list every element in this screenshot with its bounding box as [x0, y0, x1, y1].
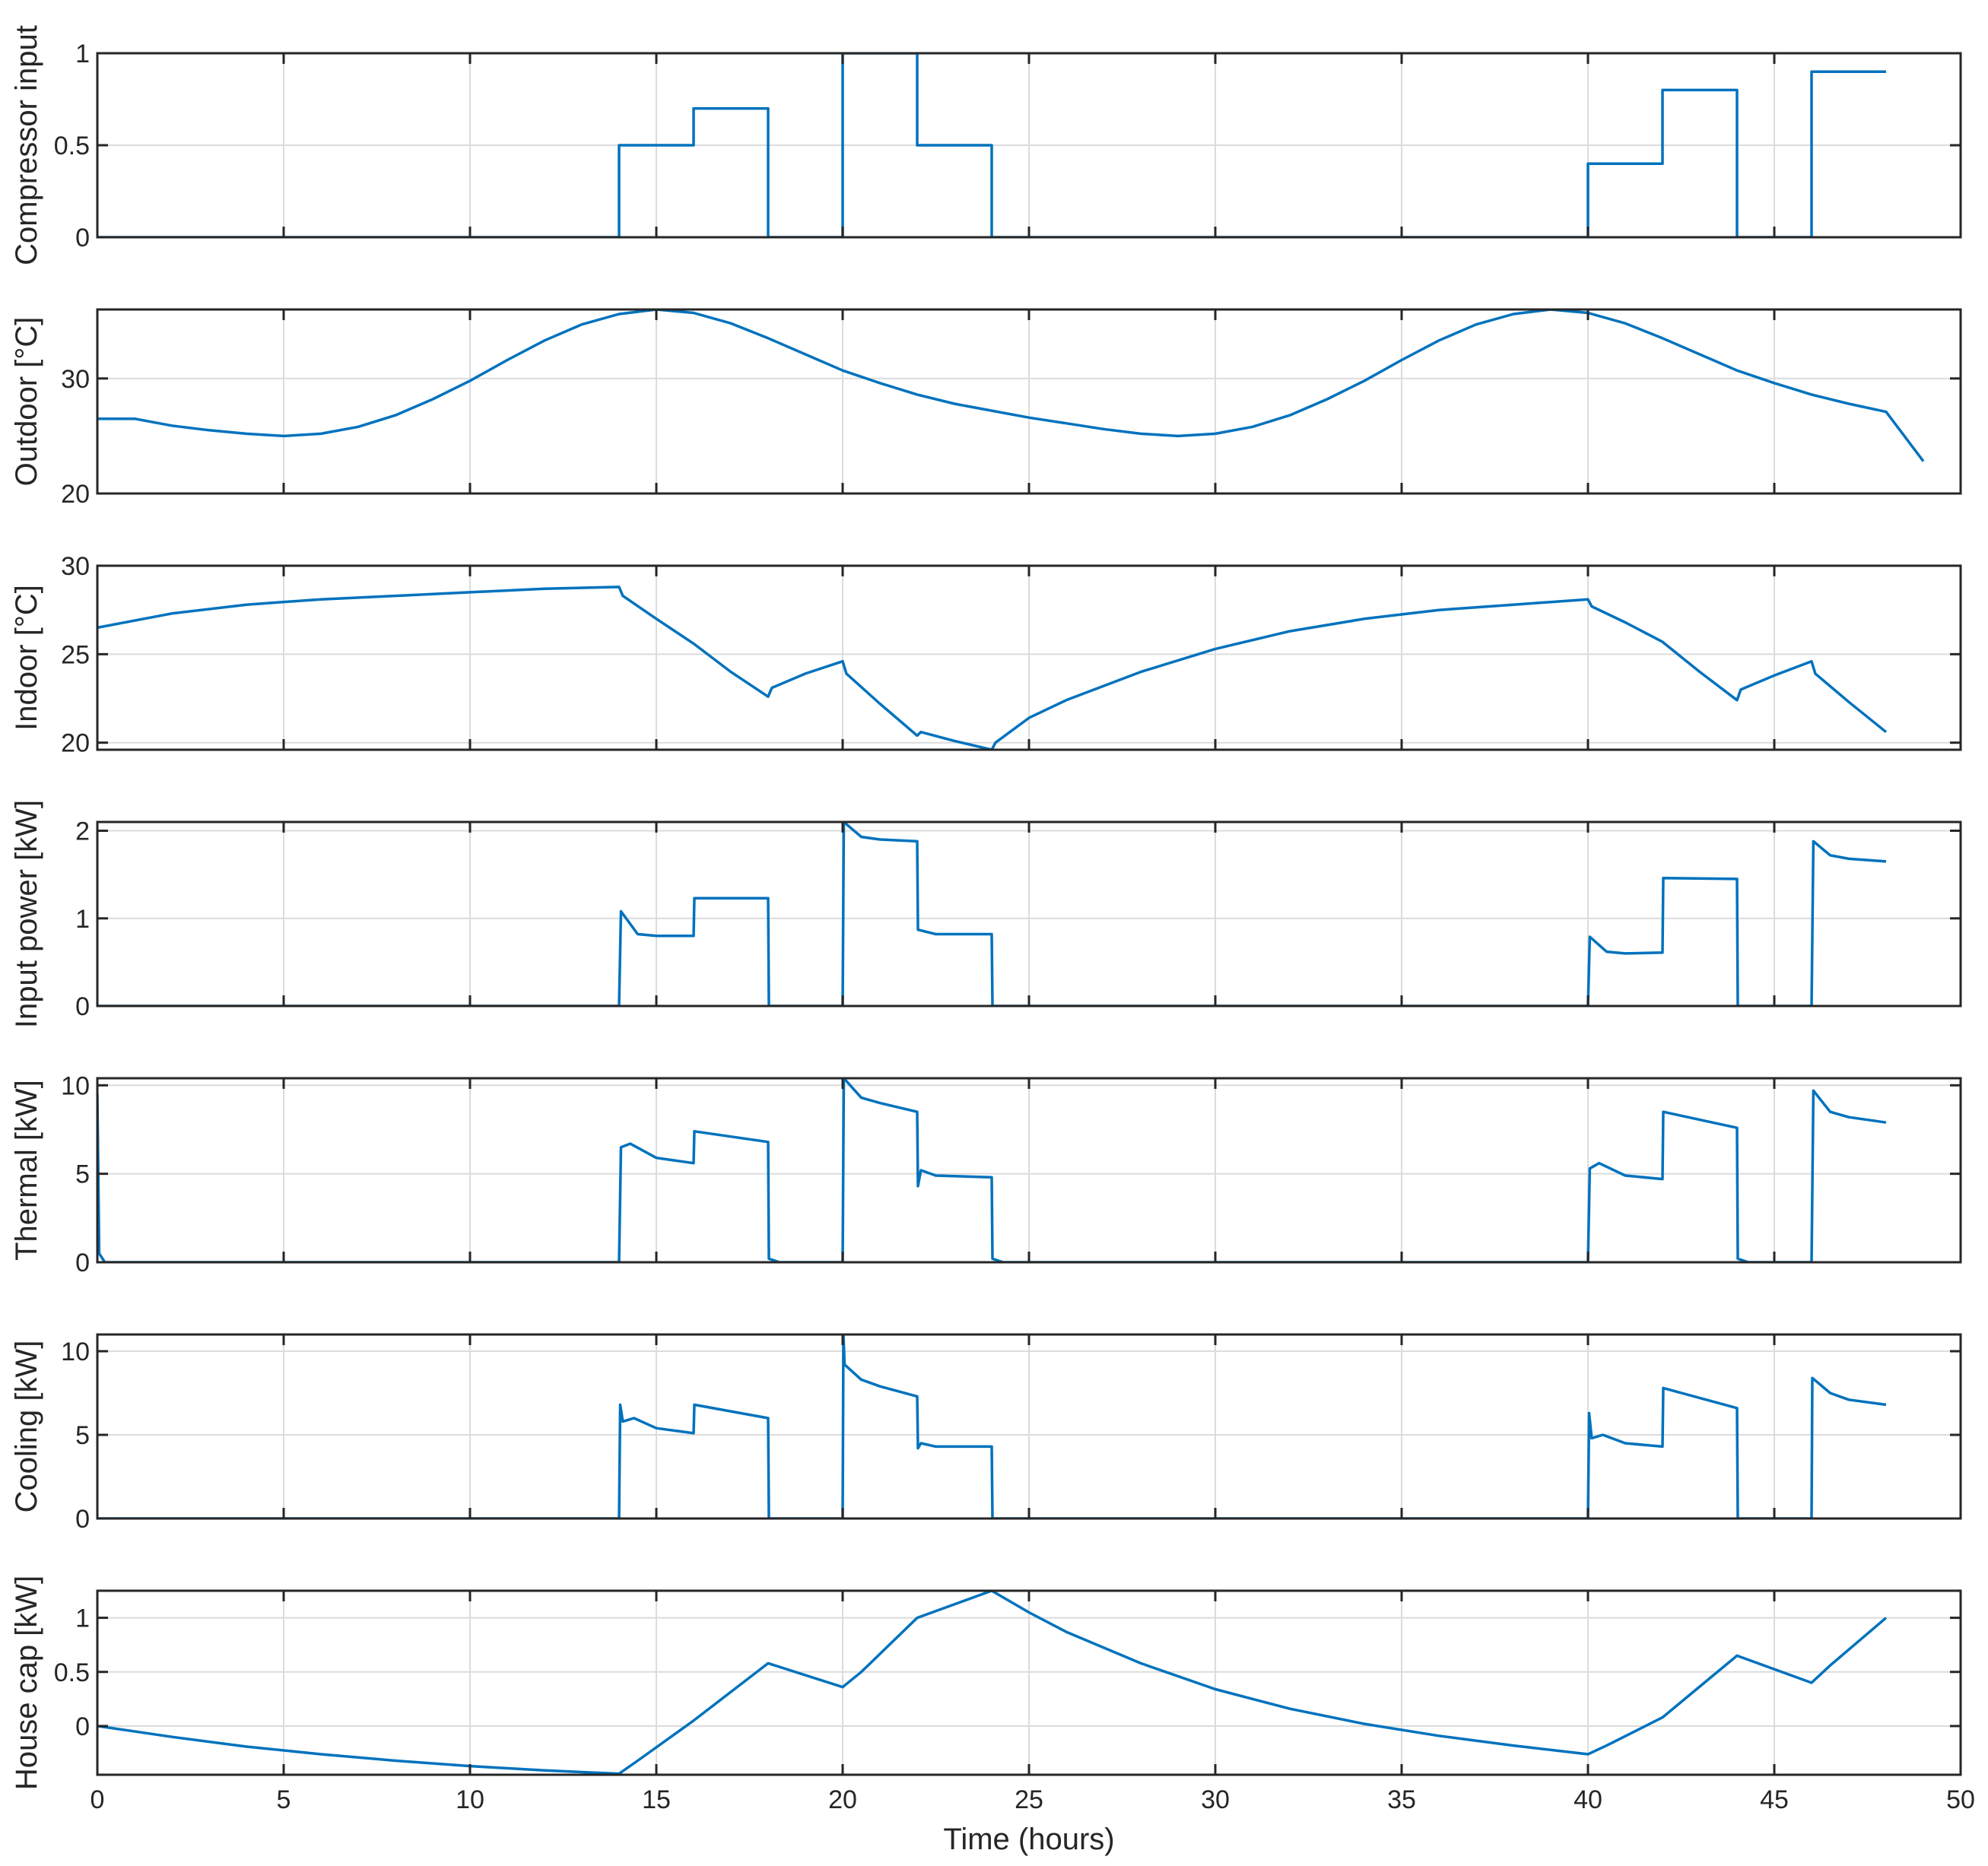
series-line — [97, 309, 1925, 462]
subplot-1: 0 0.5 1 Compressor input — [10, 25, 1962, 265]
y-tick-label: 10 — [61, 1338, 90, 1366]
y-axis-label: House cap [kW] — [10, 1576, 43, 1790]
y-tick-label: 0 — [75, 1712, 90, 1741]
y-tick-label: 0.5 — [54, 132, 90, 160]
x-tick-label: 10 — [456, 1785, 484, 1814]
y-tick-label: 30 — [61, 552, 90, 581]
x-tick-label: 30 — [1201, 1785, 1230, 1814]
series-line — [97, 1591, 1888, 1775]
y-tick-label: 0 — [75, 1505, 90, 1534]
y-tick-label: 0 — [75, 1249, 90, 1277]
y-tick-label: 10 — [61, 1071, 90, 1100]
x-tick-label: 20 — [828, 1785, 857, 1814]
y-tick-label: 0 — [75, 224, 90, 252]
x-axis-label: Time (hours) — [943, 1823, 1114, 1856]
x-tick-label: 40 — [1574, 1785, 1602, 1814]
y-tick-label: 30 — [61, 365, 90, 394]
series-line — [97, 1078, 1887, 1262]
series-line — [97, 53, 1886, 237]
y-axis-label: Indoor [°C] — [10, 585, 43, 731]
series-line — [97, 822, 1887, 1006]
series-line — [97, 1334, 1887, 1519]
y-tick-label: 20 — [61, 480, 90, 509]
y-tick-label: 0.5 — [54, 1658, 90, 1687]
x-tick-label: 15 — [642, 1785, 671, 1814]
y-tick-label: 1 — [75, 1604, 90, 1633]
subplot-5: 0 5 10 Thermal [kW] — [10, 1071, 1962, 1277]
x-tick-label: 45 — [1760, 1785, 1789, 1814]
subplot-7: 0 0.5 1 House cap [kW] 0 5 10 15 20 25 30 35 40 45 50 — [10, 1576, 1975, 1814]
x-tick-label: 5 — [277, 1785, 291, 1814]
subplot-2: 20 30 Outdoor [°C] — [10, 308, 1962, 509]
subplot-6: 0 5 10 Cooling [kW] — [10, 1333, 1962, 1534]
y-axis-label: Thermal [kW] — [10, 1080, 43, 1261]
subplot-3: 20 25 30 Indoor [°C] — [10, 552, 1962, 758]
y-tick-label: 5 — [75, 1160, 90, 1189]
x-tick-label: 50 — [1946, 1785, 1975, 1814]
y-tick-label: 2 — [75, 817, 90, 846]
y-tick-label: 20 — [61, 729, 90, 758]
x-tick-label: 0 — [91, 1785, 105, 1814]
y-tick-label: 1 — [75, 905, 90, 934]
x-tick-label: 35 — [1387, 1785, 1416, 1814]
y-tick-label: 25 — [61, 640, 90, 669]
y-axis-label: Cooling [kW] — [10, 1341, 43, 1513]
subplot-4: 0 1 2 Input power [kW] — [10, 800, 1962, 1028]
y-tick-label: 0 — [75, 992, 90, 1021]
x-tick-label: 25 — [1015, 1785, 1043, 1814]
y-axis-label: Compressor input — [10, 25, 43, 265]
y-tick-label: 5 — [75, 1421, 90, 1450]
y-tick-label: 1 — [75, 40, 90, 68]
y-axis-label: Outdoor [°C] — [10, 317, 43, 487]
series-line — [97, 586, 1888, 750]
y-axis-label: Input power [kW] — [10, 800, 43, 1028]
